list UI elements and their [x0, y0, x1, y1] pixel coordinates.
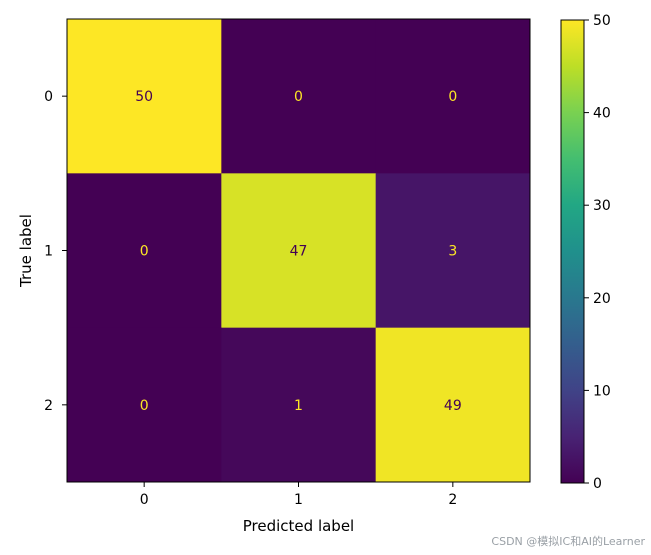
heatmap-cell-1-0 [67, 173, 222, 329]
cell-value-0-2: 0 [448, 89, 457, 105]
colorbar-ticks: 0 10 20 30 40 50 [584, 13, 611, 492]
heatmap-cell-1-2 [375, 173, 531, 329]
colorbar-tick-label: 30 [593, 198, 611, 214]
cell-value-1-1: 47 [290, 244, 308, 260]
x-tick-label: 2 [448, 492, 457, 508]
cell-value-1-0: 0 [140, 244, 149, 260]
heatmap-cell-2-0 [67, 327, 222, 483]
y-tick-label: 0 [44, 89, 53, 105]
cell-value-2-2: 49 [444, 398, 462, 414]
cell-value-2-1: 1 [294, 398, 303, 414]
cell-value-2-0: 0 [140, 398, 149, 414]
colorbar-tick-label: 20 [593, 291, 611, 307]
colorbar [560, 19, 585, 484]
heatmap-cell-0-1 [221, 19, 377, 174]
cell-value-0-0: 50 [135, 89, 153, 105]
cell-labels: 50 0 0 0 47 3 0 1 49 [135, 89, 461, 414]
y-tick-label: 1 [44, 244, 53, 260]
heatmap-cell-0-2 [375, 19, 531, 174]
heatmap-cell-1-1 [221, 173, 377, 329]
cell-value-0-1: 0 [294, 89, 303, 105]
colorbar-tick-label: 40 [593, 106, 611, 122]
y-axis-ticks: 0 1 2 [44, 89, 67, 414]
heatmap-cells [67, 19, 531, 483]
heatmap-cell-2-1 [221, 327, 377, 483]
colorbar-tick-label: 50 [593, 13, 611, 29]
watermark: CSDN @模拟IC和AI的Learner [491, 535, 645, 548]
x-tick-label: 1 [294, 492, 303, 508]
x-axis-ticks: 0 1 2 [140, 482, 457, 508]
heatmap-cell-0-0 [67, 19, 222, 174]
y-tick-label: 2 [44, 398, 53, 414]
x-tick-label: 0 [140, 492, 149, 508]
heatmap-cell-2-2 [375, 327, 531, 483]
x-axis-label: Predicted label [243, 517, 354, 535]
colorbar-tick-label: 10 [593, 383, 611, 399]
colorbar-tick-label: 0 [593, 476, 602, 492]
cell-value-1-2: 3 [448, 244, 457, 260]
y-axis-label: True label [17, 214, 35, 288]
